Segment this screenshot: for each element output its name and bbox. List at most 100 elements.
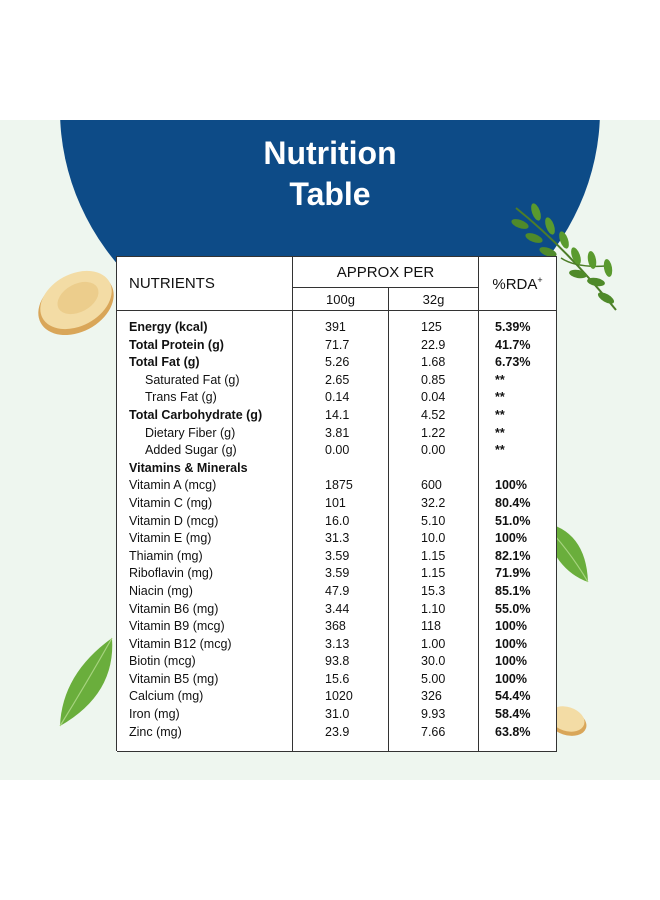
nutrient-name: Trans Fat (g) <box>145 390 217 405</box>
nutrition-table: NUTRIENTS APPROX PER %RDA+ 100g 32g Ener… <box>116 256 557 753</box>
value-per-100g: 31.0 <box>325 707 350 722</box>
value-per-100g: 101 <box>325 495 346 510</box>
value-per-32g: 0.00 <box>421 443 446 458</box>
page-title-line2: Table <box>289 176 371 212</box>
value-per-32g: 9.93 <box>421 707 446 722</box>
rda-percent: ** <box>495 443 505 458</box>
rda-percent: 100% <box>495 654 527 669</box>
value-per-32g: 1.22 <box>421 425 446 440</box>
value-per-100g: 0.14 <box>325 390 350 405</box>
value-per-32g: 5.10 <box>421 513 446 528</box>
rda-percent: 5.39% <box>495 320 531 334</box>
nutrient-name: Vitamins & Minerals <box>129 460 248 475</box>
value-per-32g: 7.66 <box>421 724 446 739</box>
value-per-32g: 326 <box>421 689 442 704</box>
value-per-32g: 1.15 <box>421 548 446 563</box>
value-per-32g: 15.3 <box>421 583 446 598</box>
rda-percent: 58.4% <box>495 707 531 722</box>
value-per-100g: 47.9 <box>325 583 350 598</box>
ginger-slice-icon <box>547 706 587 736</box>
header-32g: 32g <box>388 287 479 311</box>
rda-percent: 6.73% <box>495 355 531 370</box>
value-per-100g: 2.65 <box>325 372 350 387</box>
value-per-32g: 600 <box>421 478 442 493</box>
value-per-100g: 93.8 <box>325 654 350 669</box>
rda-percent: ** <box>495 425 505 440</box>
moringa-leaves-icon <box>511 203 617 311</box>
nutrient-name: Niacin (mg) <box>129 583 193 598</box>
value-per-32g: 30.0 <box>421 654 446 669</box>
value-per-100g: 3.13 <box>325 636 350 651</box>
header-100g: 100g <box>292 287 389 311</box>
nutrient-name: Calcium (mg) <box>129 689 204 704</box>
rda-percent: 51.0% <box>495 513 531 528</box>
nutrient-name: Riboflavin (mg) <box>129 566 214 581</box>
value-per-32g: 32.2 <box>421 495 446 510</box>
value-per-32g: 4.52 <box>421 407 446 422</box>
value-per-32g: 1.15 <box>421 566 446 581</box>
rda-percent: 85.1% <box>495 583 531 598</box>
value-per-32g: 0.85 <box>421 372 446 387</box>
value-per-100g: 15.6 <box>325 671 350 686</box>
value-per-32g: 1.68 <box>421 355 446 370</box>
rda-percent: 55.0% <box>495 601 531 616</box>
nutrient-name: Vitamin B5 (mg) <box>129 671 219 686</box>
value-per-100g: 1875 <box>325 478 353 493</box>
value-per-32g: 22.9 <box>421 337 446 352</box>
value-per-100g: 16.0 <box>325 513 350 528</box>
value-per-32g: 118 <box>421 619 441 634</box>
nutrient-name: Iron (mg) <box>129 707 180 722</box>
per-100g-column: 391 71.7 5.26 2.65 0.14 14.1 3.81 0.00 1875 101 16… <box>292 310 389 752</box>
per-32g-column: 125 22.9 1.68 0.85 0.04 4.52 1.22 0.00 600 32.2 5.… <box>388 310 479 752</box>
rda-percent: 80.4% <box>495 495 531 510</box>
rda-percent: 54.4% <box>495 689 531 704</box>
rda-percent: 41.7% <box>495 337 531 352</box>
value-per-32g: 0.04 <box>421 390 446 405</box>
rda-percent: ** <box>495 372 505 387</box>
value-per-100g: 391 <box>325 320 346 334</box>
header-rda-mark: + <box>537 274 543 285</box>
nutrient-name: Energy (kcal) <box>129 320 208 334</box>
rda-percent: ** <box>495 390 505 405</box>
nutrient-name: Biotin (mcg) <box>129 654 196 669</box>
rda-column: 5.39% 41.7% 6.73% ** ** ** ** ** 100% 80.4% 51.0% 1… <box>478 310 557 752</box>
value-per-100g: 3.81 <box>325 425 350 440</box>
nutrient-name: Vitamin B9 (mcg) <box>129 619 225 634</box>
value-per-100g: 71.7 <box>325 337 350 352</box>
value-per-100g: 23.9 <box>325 724 350 739</box>
value-per-100g: 1020 <box>325 689 353 704</box>
rda-percent: 82.1% <box>495 548 531 563</box>
rda-percent: 100% <box>495 636 527 651</box>
page-title-line1: Nutrition <box>263 135 397 171</box>
nutrient-name: Vitamin E (mg) <box>129 531 212 546</box>
value-per-32g: 5.00 <box>421 671 446 686</box>
nutrient-name: Zinc (mg) <box>129 724 182 739</box>
value-per-32g: 125 <box>421 320 442 334</box>
value-per-32g <box>389 460 478 478</box>
value-per-100g: 5.26 <box>325 355 350 370</box>
nutrient-name: Added Sugar (g) <box>145 443 237 458</box>
rda-percent: 63.8% <box>495 724 531 739</box>
rda-percent: ** <box>495 407 505 422</box>
header-approx-per: APPROX PER <box>292 256 479 288</box>
value-per-32g: 1.10 <box>421 601 446 616</box>
rda-percent: 100% <box>495 531 527 546</box>
value-per-32g: 1.00 <box>421 636 446 651</box>
value-per-100g: 3.59 <box>325 548 350 563</box>
value-per-100g: 3.59 <box>325 566 350 581</box>
value-per-32g: 10.0 <box>421 531 446 546</box>
rda-percent: 100% <box>495 619 527 634</box>
nutrient-name: Thiamin (mg) <box>129 548 203 563</box>
value-per-100g: 31.3 <box>325 531 350 546</box>
rda-percent: 100% <box>495 478 527 493</box>
nutrient-name: Vitamin B6 (mg) <box>129 601 219 616</box>
ginger-slice-icon <box>38 270 114 336</box>
value-per-100g: 3.44 <box>325 601 350 616</box>
header-rda: %RDA+ <box>478 256 557 311</box>
value-per-100g: 368 <box>325 619 346 634</box>
value-per-100g <box>293 460 388 478</box>
nutrient-name: Vitamin B12 (mcg) <box>129 636 232 651</box>
nutrient-name: Saturated Fat (g) <box>145 372 240 387</box>
nutrient-name: Dietary Fiber (g) <box>145 425 236 440</box>
rda-percent: 100% <box>495 671 527 686</box>
